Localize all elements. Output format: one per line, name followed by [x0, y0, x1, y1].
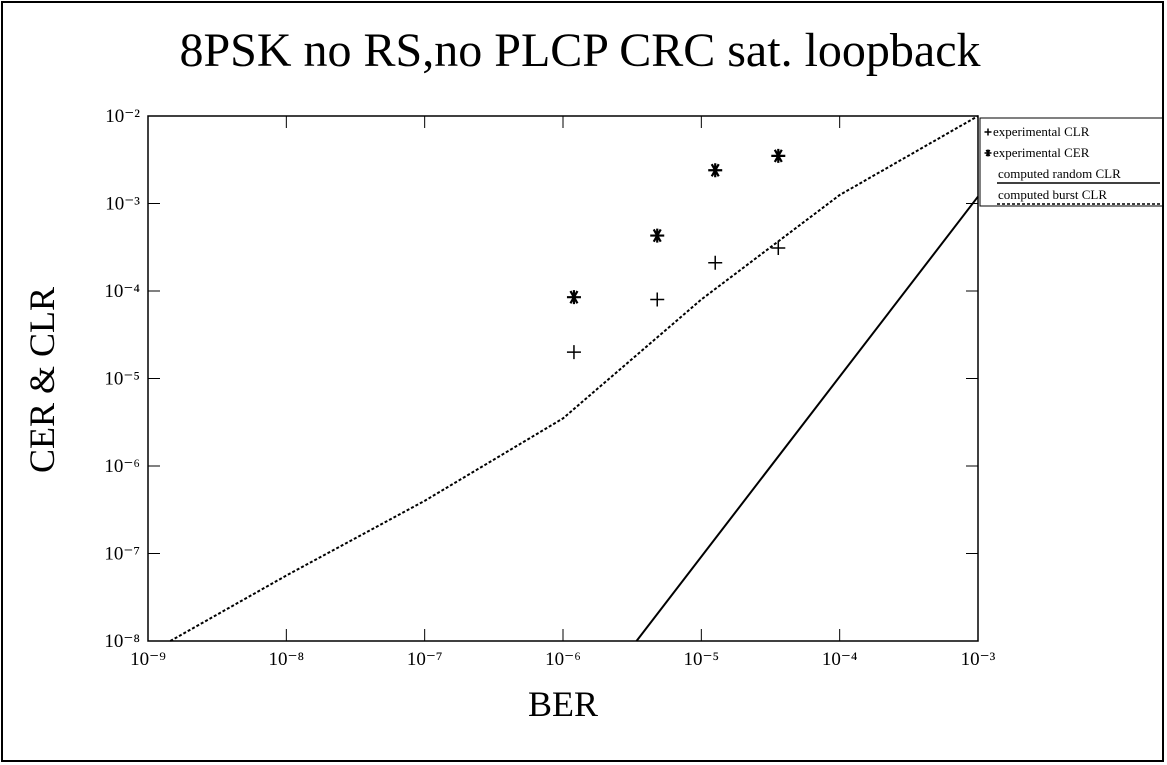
x-tick-label: 10⁻⁵ [684, 649, 720, 670]
x-tick-label: 10⁻⁹ [130, 649, 166, 670]
legend-label: computed random CLR [998, 166, 1121, 181]
marker [566, 345, 581, 360]
marker [650, 228, 665, 243]
x-tick-label: 10⁻⁴ [822, 649, 858, 670]
plot-area [147, 115, 979, 642]
marker [566, 290, 581, 305]
marker [708, 163, 723, 178]
marker [708, 255, 723, 270]
y-axis-label: CER & CLR [22, 287, 62, 473]
chart-title: 8PSK no RS,no PLCP CRC sat. loopback [179, 24, 980, 77]
legend-label: experimental CER [993, 145, 1090, 160]
x-tick-label: 10⁻⁶ [545, 649, 581, 670]
y-tick-label: 10⁻⁵ [104, 369, 140, 390]
legend-label: computed burst CLR [998, 187, 1107, 202]
line [635, 195, 979, 642]
x-tick-label: 10⁻⁸ [269, 649, 305, 670]
x-tick-label: 10⁻⁷ [407, 649, 443, 670]
legend-marker [984, 128, 992, 136]
x-axis-label: BER [528, 684, 598, 724]
legend-label: experimental CLR [993, 124, 1090, 139]
y-tick-label: 10⁻⁶ [104, 456, 140, 477]
marker [771, 148, 786, 163]
x-tick-label: 10⁻³ [961, 649, 996, 670]
legend-marker [984, 149, 992, 157]
y-tick-label: 10⁻³ [105, 194, 140, 215]
legend [979, 117, 1164, 207]
marker [650, 292, 665, 307]
y-tick-label: 10⁻⁴ [104, 281, 140, 302]
line [169, 115, 979, 642]
y-tick-label: 10⁻⁸ [104, 631, 140, 652]
y-tick-label: 10⁻² [105, 106, 140, 127]
y-tick-label: 10⁻⁷ [104, 544, 140, 565]
marker [771, 241, 786, 256]
